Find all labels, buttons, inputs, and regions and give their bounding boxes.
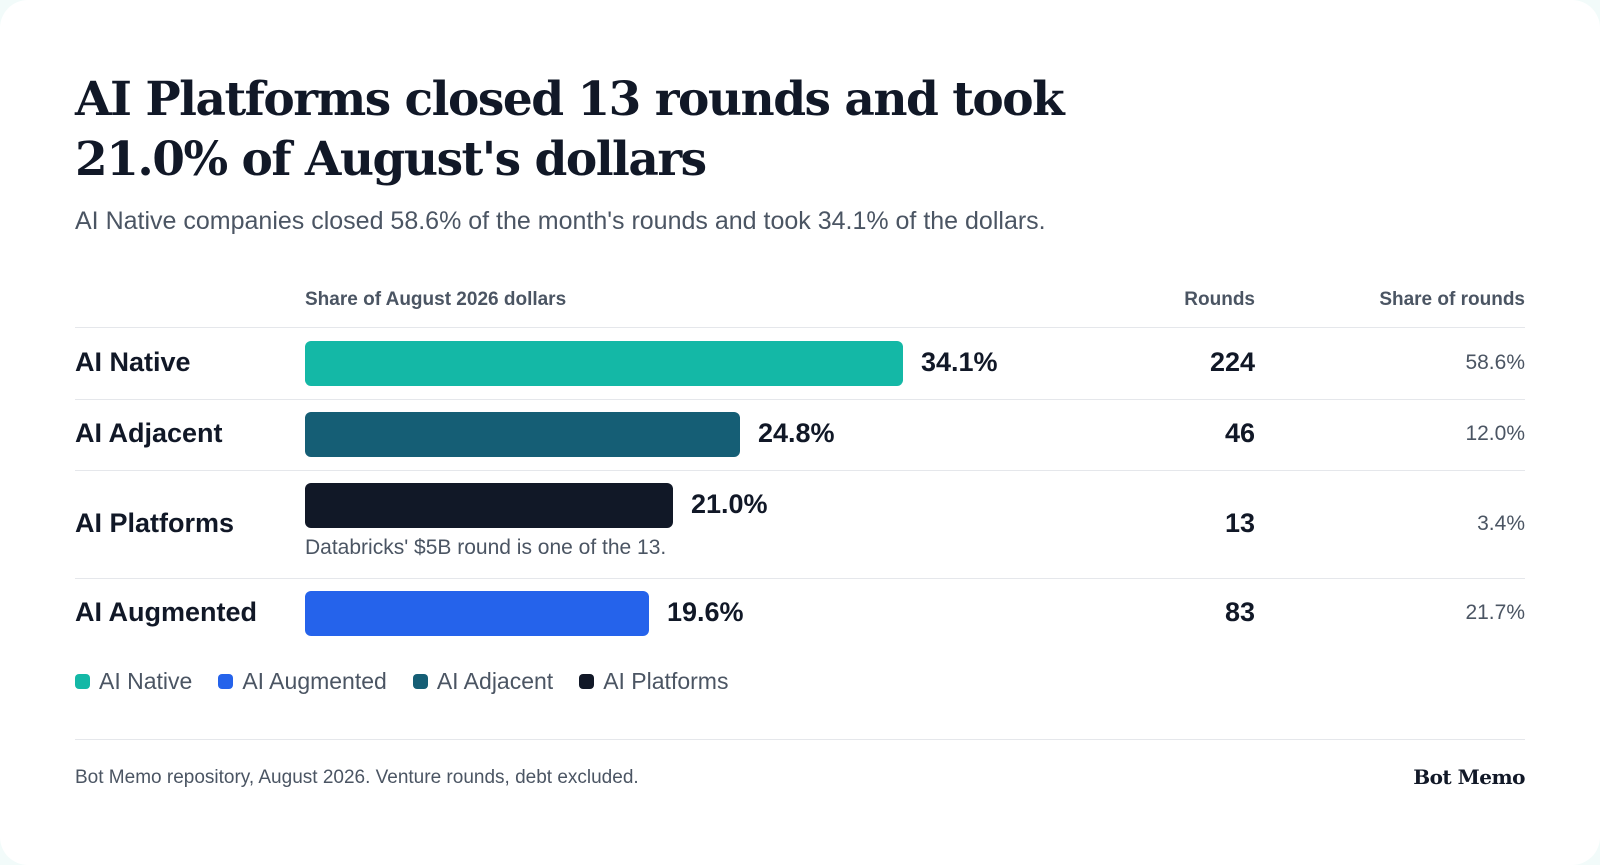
row-divider <box>75 399 1525 400</box>
rounds-value: 13 <box>1224 507 1255 538</box>
share-of-rounds-value: 21.7% <box>1465 600 1525 624</box>
brand-logo: Bot Memo <box>1413 765 1525 789</box>
legend-item: AI Augmented <box>218 668 387 695</box>
row-divider <box>75 578 1525 579</box>
rounds-value: 224 <box>1209 346 1255 377</box>
bar-value-label: 21.0% <box>691 489 768 519</box>
legend-label: AI Adjacent <box>436 668 554 694</box>
column-header-share-of-rounds: Share of rounds <box>1379 289 1525 310</box>
share-of-rounds-value: 58.6% <box>1465 350 1525 374</box>
chart-subtitle: AI Native companies closed 58.6% of the … <box>75 207 1046 235</box>
legend-swatch <box>75 674 90 689</box>
legend-item: AI Platforms <box>579 668 728 695</box>
bar-row: AI Native 34.1% 224 58.6% <box>0 329 1600 399</box>
bar-row: AI Adjacent 24.8% 46 12.0% <box>0 400 1600 470</box>
header-divider <box>75 327 1525 328</box>
row-label: AI Platforms <box>75 507 235 538</box>
bar-value-label: 34.1% <box>921 347 998 377</box>
bar-row: AI Platforms 21.0% Databricks' $5B round i… <box>0 471 1600 578</box>
bar-row: AI Augmented 19.6% 83 21.7% <box>0 579 1600 649</box>
legend-swatch <box>412 674 428 689</box>
legend-item: AI Native <box>75 668 192 695</box>
row-label: AI Native <box>75 346 191 377</box>
column-header-dollars: Share of August 2026 dollars <box>305 289 567 310</box>
row-label: AI Augmented <box>75 596 257 627</box>
source-note: Bot Memo repository, August 2026. Ventur… <box>75 767 639 788</box>
rounds-value: 46 <box>1224 417 1255 448</box>
legend-swatch <box>218 674 234 689</box>
legend-label: AI Augmented <box>242 668 387 694</box>
share-of-rounds-value: 12.0% <box>1465 421 1525 445</box>
rounds-value: 83 <box>1224 596 1255 627</box>
row-label: AI Adjacent <box>75 417 223 448</box>
bar-annotation: Databricks' $5B round is one of the 13. <box>305 536 667 559</box>
legend-swatch <box>579 674 595 689</box>
legend-item: AI Adjacent <box>412 668 554 695</box>
chart-title: AI Platforms closed 13 rounds and took 2… <box>75 72 1065 187</box>
bar <box>305 483 673 528</box>
legend-label: AI Platforms <box>603 668 729 694</box>
bar-value-label: 24.8% <box>758 418 835 448</box>
column-header-rounds: Rounds <box>1184 289 1255 310</box>
bar <box>305 341 903 386</box>
share-of-rounds-value: 3.4% <box>1477 511 1525 535</box>
bar <box>305 412 740 457</box>
legend-label: AI Native <box>99 668 193 694</box>
bar-value-label: 19.6% <box>667 597 744 627</box>
footer-divider <box>75 739 1525 740</box>
chart-legend: AI Native AI Augmented AI Adjacent AI Platf… <box>75 668 728 695</box>
row-divider <box>75 470 1525 471</box>
bar <box>305 591 649 636</box>
